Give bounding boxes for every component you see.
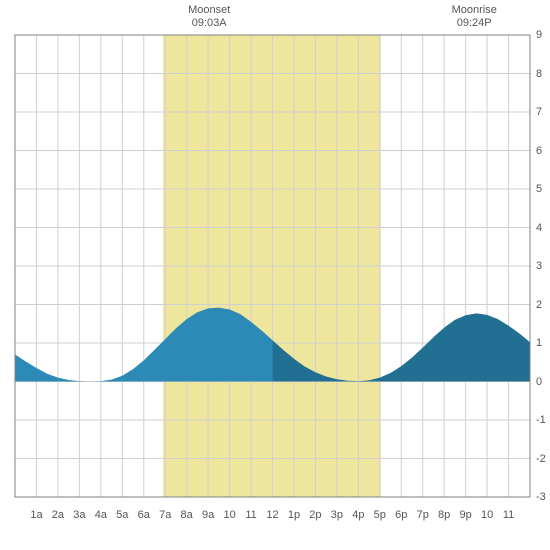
x-tick-label: 2p xyxy=(309,509,321,521)
x-tick-label: 7p xyxy=(417,509,429,521)
x-tick-label: 11 xyxy=(503,509,514,521)
x-tick-label: 1p xyxy=(288,509,300,521)
x-tick-label: 5a xyxy=(116,509,128,521)
x-tick-label: 3p xyxy=(331,509,343,521)
x-tick-label: 3a xyxy=(73,509,85,521)
x-tick-label: 6a xyxy=(138,509,150,521)
y-tick-label: 2 xyxy=(536,299,542,311)
tide-chart: 1a2a3a4a5a6a7a8a9a1011121p2p3p4p5p6p7p8p… xyxy=(0,0,550,550)
x-tick-label: 12 xyxy=(266,509,278,521)
y-tick-label: 7 xyxy=(536,106,542,118)
x-tick-label: 9a xyxy=(202,509,214,521)
x-tick-label: 1a xyxy=(30,509,42,521)
annotation-label: Moonrise xyxy=(452,4,497,17)
y-tick-label: 9 xyxy=(536,29,542,41)
y-tick-label: -3 xyxy=(536,491,546,503)
moonrise-annotation: Moonrise09:24P xyxy=(452,4,497,30)
x-tick-label: 6p xyxy=(395,509,407,521)
x-tick-label: 5p xyxy=(374,509,386,521)
x-tick-label: 10 xyxy=(223,509,235,521)
x-tick-label: 7a xyxy=(159,509,171,521)
x-tick-label: 9p xyxy=(460,509,472,521)
x-tick-label: 10 xyxy=(481,509,493,521)
y-tick-label: -2 xyxy=(536,453,546,465)
x-tick-label: 8p xyxy=(438,509,450,521)
annotation-label: Moonset xyxy=(188,4,230,17)
y-tick-label: 5 xyxy=(536,183,542,195)
y-tick-label: -1 xyxy=(536,414,546,426)
annotation-time: 09:24P xyxy=(452,17,497,30)
x-tick-label: 4p xyxy=(352,509,364,521)
x-tick-label: 2a xyxy=(52,509,64,521)
y-tick-label: 4 xyxy=(536,222,542,234)
x-tick-label: 11 xyxy=(245,509,256,521)
chart-svg xyxy=(0,0,550,550)
y-tick-label: 0 xyxy=(536,376,542,388)
annotation-time: 09:03A xyxy=(188,17,230,30)
x-tick-label: 4a xyxy=(95,509,107,521)
y-tick-label: 1 xyxy=(536,337,542,349)
y-tick-label: 8 xyxy=(536,68,542,80)
y-tick-label: 6 xyxy=(536,145,542,157)
moonset-annotation: Moonset09:03A xyxy=(188,4,230,30)
x-tick-label: 8a xyxy=(181,509,193,521)
y-tick-label: 3 xyxy=(536,260,542,272)
